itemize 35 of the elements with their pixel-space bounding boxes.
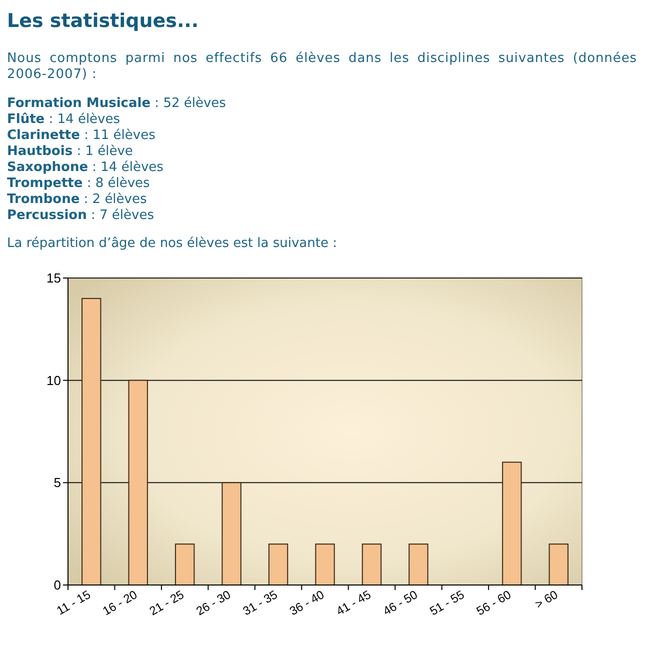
text: Formation Musicale : 52 élèves	[7, 96, 226, 112]
x-tick-label: 16 - 20	[100, 587, 140, 618]
text: La répartition d’âge de nos élèves est la suivante :	[7, 236, 337, 252]
y-tick-label: 10	[46, 372, 61, 388]
text: Hautbois : 1 élève	[7, 144, 134, 160]
y-tick-label: 15	[46, 270, 61, 286]
y-tick-label: 0	[54, 578, 61, 593]
y-tick-label: 5	[54, 475, 61, 490]
bar	[174, 544, 195, 586]
bar	[222, 482, 242, 586]
x-tick-label: > 60	[532, 587, 560, 612]
chart-subtitle: Nous comptons parmi nos effectifs 66 élèves dans les disciplines suivantes (données 2006-2007) :	[7, 51, 637, 83]
x-tick-label: 31 - 35	[240, 587, 280, 618]
bar	[268, 544, 288, 586]
text: Clarinette : 11 élèves	[7, 128, 156, 144]
bar	[362, 544, 382, 586]
bar	[315, 544, 335, 586]
x-tick-label: 36 - 40	[287, 587, 327, 618]
text: Percussion : 7 élèves	[7, 208, 155, 224]
text: Trombone : 2 élèves	[7, 192, 148, 208]
text: Saxophone : 14 élèves	[7, 160, 164, 176]
bar	[502, 462, 522, 586]
bar	[82, 298, 102, 586]
x-tick-label: 21 - 25	[146, 587, 187, 618]
text: Flûte : 14 élèves	[7, 112, 122, 128]
x-tick-label: 26 - 30	[194, 587, 234, 618]
bar	[128, 380, 148, 586]
bar	[408, 544, 428, 586]
x-tick-label: 41 - 45	[334, 587, 374, 618]
x-tick-label: 46 - 50	[380, 587, 420, 618]
bar	[548, 544, 568, 586]
text: Trompette : 8 élèves	[7, 176, 151, 192]
x-tick-label: 56 - 60	[474, 587, 514, 618]
x-tick-label: 51 - 55	[427, 587, 467, 618]
chart-title: Les statistiques...	[7, 9, 199, 33]
